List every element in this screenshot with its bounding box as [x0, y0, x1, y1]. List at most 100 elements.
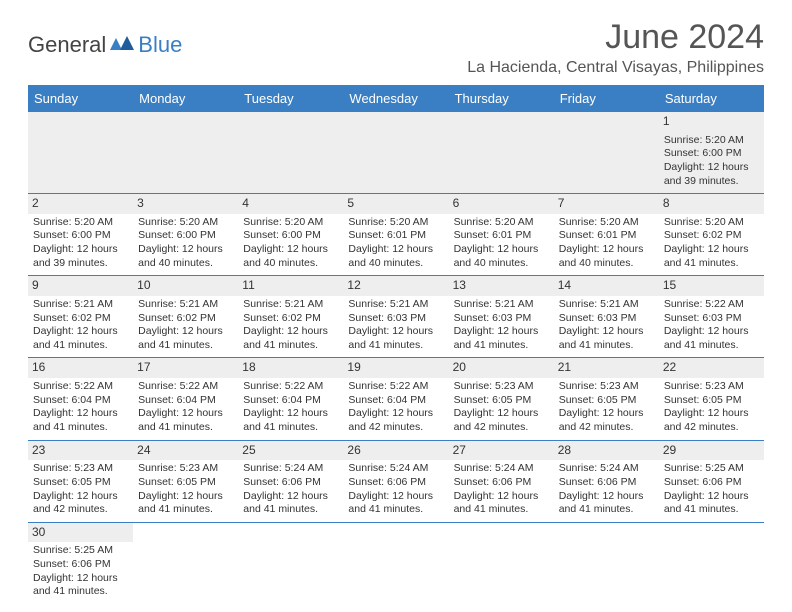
day-details: Sunrise: 5:24 AMSunset: 6:06 PMDaylight:…: [559, 462, 654, 517]
weekday-header: Thursday: [449, 85, 554, 112]
day-details: Sunrise: 5:22 AMSunset: 6:04 PMDaylight:…: [243, 380, 338, 435]
page-title: June 2024: [467, 18, 764, 57]
day-details: Sunrise: 5:23 AMSunset: 6:05 PMDaylight:…: [664, 380, 759, 435]
day-number: 28: [554, 441, 659, 461]
calendar-day-cell: 3Sunrise: 5:20 AMSunset: 6:00 PMDaylight…: [133, 194, 238, 276]
calendar-day-cell: [238, 522, 343, 604]
calendar-table: SundayMondayTuesdayWednesdayThursdayFrid…: [28, 85, 764, 604]
day-number: 17: [133, 358, 238, 378]
title-block: June 2024 La Hacienda, Central Visayas, …: [467, 18, 764, 77]
day-number: 5: [343, 194, 448, 214]
weekday-header: Tuesday: [238, 85, 343, 112]
calendar-day-cell: 20Sunrise: 5:23 AMSunset: 6:05 PMDayligh…: [449, 358, 554, 440]
calendar-day-cell: 30Sunrise: 5:25 AMSunset: 6:06 PMDayligh…: [28, 522, 133, 604]
calendar-day-cell: [554, 112, 659, 194]
day-number: 19: [343, 358, 448, 378]
calendar-day-cell: [449, 522, 554, 604]
day-details: Sunrise: 5:21 AMSunset: 6:02 PMDaylight:…: [243, 298, 338, 353]
calendar-day-cell: [343, 522, 448, 604]
weekday-header: Monday: [133, 85, 238, 112]
calendar-day-cell: 8Sunrise: 5:20 AMSunset: 6:02 PMDaylight…: [659, 194, 764, 276]
calendar-week-row: 1Sunrise: 5:20 AMSunset: 6:00 PMDaylight…: [28, 112, 764, 194]
brand-general: General: [28, 32, 106, 58]
calendar-day-cell: 9Sunrise: 5:21 AMSunset: 6:02 PMDaylight…: [28, 276, 133, 358]
day-details: Sunrise: 5:21 AMSunset: 6:02 PMDaylight:…: [33, 298, 128, 353]
weekday-header: Saturday: [659, 85, 764, 112]
calendar-day-cell: 4Sunrise: 5:20 AMSunset: 6:00 PMDaylight…: [238, 194, 343, 276]
calendar-day-cell: 23Sunrise: 5:23 AMSunset: 6:05 PMDayligh…: [28, 440, 133, 522]
calendar-day-cell: 24Sunrise: 5:23 AMSunset: 6:05 PMDayligh…: [133, 440, 238, 522]
calendar-day-cell: 22Sunrise: 5:23 AMSunset: 6:05 PMDayligh…: [659, 358, 764, 440]
day-number: 30: [28, 523, 133, 543]
day-details: Sunrise: 5:22 AMSunset: 6:04 PMDaylight:…: [348, 380, 443, 435]
day-details: Sunrise: 5:20 AMSunset: 6:01 PMDaylight:…: [559, 216, 654, 271]
day-details: Sunrise: 5:24 AMSunset: 6:06 PMDaylight:…: [243, 462, 338, 517]
calendar-day-cell: 5Sunrise: 5:20 AMSunset: 6:01 PMDaylight…: [343, 194, 448, 276]
calendar-day-cell: [133, 522, 238, 604]
day-details: Sunrise: 5:20 AMSunset: 6:00 PMDaylight:…: [33, 216, 128, 271]
calendar-day-cell: 11Sunrise: 5:21 AMSunset: 6:02 PMDayligh…: [238, 276, 343, 358]
calendar-day-cell: 17Sunrise: 5:22 AMSunset: 6:04 PMDayligh…: [133, 358, 238, 440]
calendar-week-row: 23Sunrise: 5:23 AMSunset: 6:05 PMDayligh…: [28, 440, 764, 522]
day-details: Sunrise: 5:20 AMSunset: 6:00 PMDaylight:…: [243, 216, 338, 271]
day-details: Sunrise: 5:23 AMSunset: 6:05 PMDaylight:…: [559, 380, 654, 435]
calendar-day-cell: 7Sunrise: 5:20 AMSunset: 6:01 PMDaylight…: [554, 194, 659, 276]
day-number: 3: [133, 194, 238, 214]
day-number: 24: [133, 441, 238, 461]
calendar-day-cell: [343, 112, 448, 194]
day-number: 4: [238, 194, 343, 214]
weekday-header-row: SundayMondayTuesdayWednesdayThursdayFrid…: [28, 85, 764, 112]
day-details: Sunrise: 5:20 AMSunset: 6:02 PMDaylight:…: [664, 216, 759, 271]
calendar-day-cell: [449, 112, 554, 194]
calendar-day-cell: [133, 112, 238, 194]
day-details: Sunrise: 5:20 AMSunset: 6:01 PMDaylight:…: [454, 216, 549, 271]
day-details: Sunrise: 5:21 AMSunset: 6:03 PMDaylight:…: [348, 298, 443, 353]
calendar-day-cell: 1Sunrise: 5:20 AMSunset: 6:00 PMDaylight…: [659, 112, 764, 194]
day-details: Sunrise: 5:22 AMSunset: 6:03 PMDaylight:…: [664, 298, 759, 353]
day-details: Sunrise: 5:24 AMSunset: 6:06 PMDaylight:…: [454, 462, 549, 517]
weekday-header: Sunday: [28, 85, 133, 112]
day-number: 29: [659, 441, 764, 461]
calendar-day-cell: [554, 522, 659, 604]
page-subtitle: La Hacienda, Central Visayas, Philippine…: [467, 59, 764, 77]
day-number: 25: [238, 441, 343, 461]
flag-icon: [110, 32, 136, 58]
day-number: 12: [343, 276, 448, 296]
calendar-day-cell: [28, 112, 133, 194]
calendar-day-cell: [238, 112, 343, 194]
day-number: 22: [659, 358, 764, 378]
calendar-day-cell: 13Sunrise: 5:21 AMSunset: 6:03 PMDayligh…: [449, 276, 554, 358]
day-details: Sunrise: 5:21 AMSunset: 6:02 PMDaylight:…: [138, 298, 233, 353]
day-number: 20: [449, 358, 554, 378]
calendar-day-cell: 28Sunrise: 5:24 AMSunset: 6:06 PMDayligh…: [554, 440, 659, 522]
calendar-day-cell: 2Sunrise: 5:20 AMSunset: 6:00 PMDaylight…: [28, 194, 133, 276]
calendar-day-cell: 12Sunrise: 5:21 AMSunset: 6:03 PMDayligh…: [343, 276, 448, 358]
weekday-header: Wednesday: [343, 85, 448, 112]
calendar-day-cell: 6Sunrise: 5:20 AMSunset: 6:01 PMDaylight…: [449, 194, 554, 276]
day-details: Sunrise: 5:23 AMSunset: 6:05 PMDaylight:…: [454, 380, 549, 435]
day-number: 14: [554, 276, 659, 296]
day-number: 23: [28, 441, 133, 461]
day-details: Sunrise: 5:20 AMSunset: 6:00 PMDaylight:…: [664, 134, 759, 189]
day-number: 26: [343, 441, 448, 461]
calendar-day-cell: 25Sunrise: 5:24 AMSunset: 6:06 PMDayligh…: [238, 440, 343, 522]
calendar-day-cell: [659, 522, 764, 604]
day-details: Sunrise: 5:22 AMSunset: 6:04 PMDaylight:…: [33, 380, 128, 435]
day-details: Sunrise: 5:22 AMSunset: 6:04 PMDaylight:…: [138, 380, 233, 435]
calendar-day-cell: 18Sunrise: 5:22 AMSunset: 6:04 PMDayligh…: [238, 358, 343, 440]
calendar-day-cell: 16Sunrise: 5:22 AMSunset: 6:04 PMDayligh…: [28, 358, 133, 440]
calendar-day-cell: 29Sunrise: 5:25 AMSunset: 6:06 PMDayligh…: [659, 440, 764, 522]
calendar-day-cell: 14Sunrise: 5:21 AMSunset: 6:03 PMDayligh…: [554, 276, 659, 358]
header: General Blue June 2024 La Hacienda, Cent…: [28, 18, 764, 77]
day-details: Sunrise: 5:20 AMSunset: 6:01 PMDaylight:…: [348, 216, 443, 271]
day-number: 27: [449, 441, 554, 461]
calendar-day-cell: 21Sunrise: 5:23 AMSunset: 6:05 PMDayligh…: [554, 358, 659, 440]
day-number: 2: [28, 194, 133, 214]
day-number: 10: [133, 276, 238, 296]
day-details: Sunrise: 5:21 AMSunset: 6:03 PMDaylight:…: [559, 298, 654, 353]
calendar-day-cell: 19Sunrise: 5:22 AMSunset: 6:04 PMDayligh…: [343, 358, 448, 440]
day-details: Sunrise: 5:21 AMSunset: 6:03 PMDaylight:…: [454, 298, 549, 353]
day-number: 16: [28, 358, 133, 378]
calendar-day-cell: 27Sunrise: 5:24 AMSunset: 6:06 PMDayligh…: [449, 440, 554, 522]
day-number: 8: [659, 194, 764, 214]
